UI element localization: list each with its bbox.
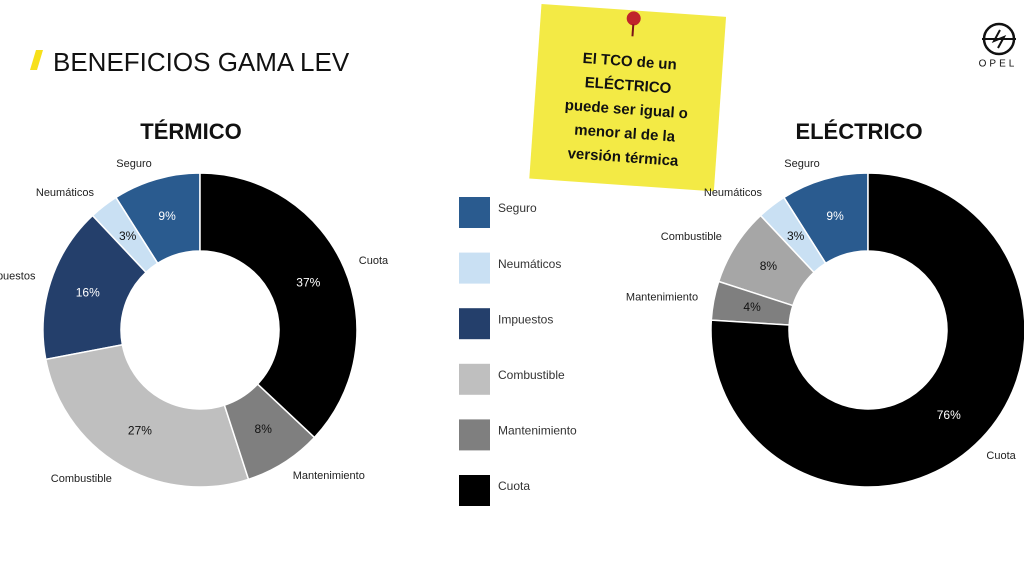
value-label: 3%	[787, 229, 805, 243]
value-label: 76%	[937, 408, 961, 422]
title-accent	[30, 50, 43, 70]
category-label: Seguro	[784, 158, 819, 170]
logo-text: OPEL	[979, 59, 1018, 70]
note-line: El TCO de un	[582, 50, 677, 74]
category-label: Neumáticos	[36, 187, 95, 199]
legend-swatch	[459, 308, 490, 340]
value-label: 8%	[255, 422, 273, 436]
note-pin	[626, 11, 641, 26]
category-label: Cuota	[359, 255, 389, 267]
legend-label: Combustible	[498, 368, 565, 382]
category-label: Neumáticos	[704, 187, 763, 199]
donut-slice	[710, 172, 1024, 488]
logo-bolt	[982, 29, 1016, 49]
legend-label: Seguro	[498, 201, 537, 215]
value-label: 3%	[119, 229, 137, 243]
slide-title: BENEFICIOS GAMA LEV	[53, 47, 350, 77]
value-label: 4%	[743, 300, 761, 314]
legend-label: Cuota	[498, 479, 530, 493]
legend-swatch	[459, 252, 490, 284]
chart-title: TÉRMICO	[140, 119, 241, 144]
value-label: 8%	[760, 259, 778, 273]
category-label: Impuestos	[0, 270, 36, 282]
legend-label: Neumáticos	[498, 257, 561, 271]
category-label: Combustible	[661, 231, 722, 243]
note-line: ELÉCTRICO	[584, 74, 672, 97]
value-label: 37%	[296, 275, 320, 289]
legend-swatch	[459, 475, 490, 506]
donut-slice	[44, 343, 250, 488]
note-pin-needle	[631, 24, 635, 37]
value-label: 16%	[76, 286, 100, 300]
legend-label: Mantenimiento	[498, 424, 577, 438]
note-paper	[529, 3, 727, 192]
value-label: 9%	[826, 209, 844, 223]
category-label: Seguro	[116, 158, 151, 170]
legend-swatch	[459, 419, 490, 451]
logo: OPEL	[979, 22, 1018, 70]
chart-title: ELÉCTRICO	[795, 119, 922, 144]
value-label: 9%	[158, 209, 176, 223]
category-label: Mantenimiento	[293, 470, 365, 482]
donut-slice	[199, 172, 358, 439]
category-label: Combustible	[51, 473, 112, 485]
legend-label: Impuestos	[498, 312, 553, 326]
category-label: Mantenimiento	[626, 291, 698, 303]
legend-swatch	[459, 363, 490, 395]
value-label: 27%	[128, 424, 152, 438]
category-label: Cuota	[986, 450, 1016, 462]
donut-slice	[42, 214, 147, 361]
legend-swatch	[459, 197, 490, 228]
